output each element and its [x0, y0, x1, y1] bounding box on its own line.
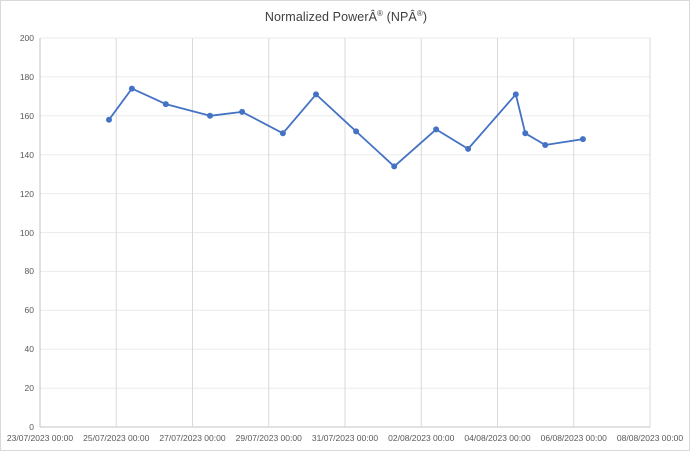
chart-title-text: (NPÂ: [383, 10, 417, 25]
x-tick-label: 29/07/2023 00:00: [235, 433, 302, 443]
data-point-marker: [313, 91, 319, 98]
data-point-marker: [433, 126, 440, 133]
data-point-marker: [522, 130, 529, 137]
data-point-marker: [542, 142, 549, 148]
registered-trademark-symbol: ®: [377, 9, 384, 18]
data-point-marker: [162, 101, 169, 108]
y-tick-label: 200: [19, 33, 34, 43]
chart-title-text: Normalized PowerÂ: [264, 10, 378, 25]
x-tick-label: 04/08/2023 00:00: [464, 433, 531, 443]
x-tick-label: 31/07/2023 00:00: [311, 433, 379, 443]
registered-trademark-symbol: ®: [416, 9, 423, 18]
data-point-marker: [106, 116, 112, 123]
x-tick-label: 23/07/2023 00:00: [6, 433, 74, 443]
y-tick-label: 0: [29, 422, 34, 432]
data-point-marker: [279, 130, 286, 137]
y-tick-label: 100: [19, 227, 34, 238]
y-tick-label: 140: [19, 149, 34, 160]
x-tick-label: 06/08/2023 00:00: [540, 433, 607, 443]
y-tick-label: 160: [19, 110, 34, 121]
x-tick-label: 27/07/2023 00:00: [159, 433, 226, 443]
data-point-marker: [465, 145, 472, 152]
data-point-marker: [579, 136, 586, 143]
y-tick-label: 120: [19, 188, 34, 199]
data-point-marker: [128, 85, 135, 92]
x-tick-label: 25/07/2023 00:00: [83, 433, 150, 443]
data-point-marker: [239, 108, 246, 115]
data-point-marker: [391, 163, 398, 170]
y-tick-label: 40: [24, 344, 34, 355]
y-tick-label: 20: [24, 383, 34, 394]
y-tick-label: 80: [24, 266, 34, 277]
chart-title-text: ): [422, 10, 428, 25]
data-point-marker: [207, 112, 213, 119]
y-tick-label: 180: [19, 71, 34, 82]
data-point-marker: [512, 91, 519, 98]
y-tick-label: 60: [24, 305, 34, 316]
x-tick-label: 08/08/2023 00:00: [616, 433, 684, 443]
chart-title: Normalized PowerÂ® (NPÂ®): [1, 9, 689, 25]
x-tick-label: 02/08/2023 00:00: [388, 433, 455, 443]
data-point-marker: [353, 128, 360, 135]
